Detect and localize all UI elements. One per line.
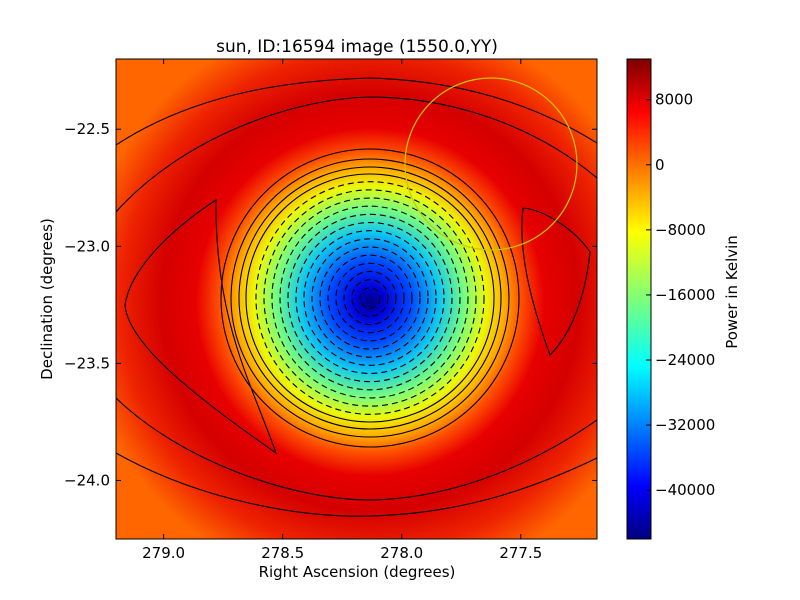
colorbar-label: Power in Kelvin — [723, 235, 741, 349]
negative-contour-ring — [319, 246, 421, 350]
contour-bottom-arc — [116, 397, 597, 501]
colorbar — [626, 58, 652, 540]
negative-contours — [255, 181, 485, 415]
negative-contour-ring — [279, 205, 461, 391]
contour-outer-top — [116, 77, 597, 146]
contour-left-lobe — [124, 198, 278, 455]
negative-contour-ring — [327, 254, 413, 342]
negative-contour-ring — [335, 262, 405, 334]
x-tick-label: 277.5 — [499, 544, 542, 562]
negative-contour-ring — [351, 279, 389, 317]
y-tick-label: −22.5 — [64, 120, 110, 138]
negative-contour-ring — [295, 221, 445, 375]
colorbar-ticks: 8000 0 −8000 −16000 −24000 −32000 −40000 — [646, 91, 715, 499]
contour-top-arc — [116, 96, 597, 213]
y-tick-label: −23.5 — [64, 354, 110, 372]
negative-contour-ring — [303, 230, 437, 366]
negative-contour-ring — [287, 213, 453, 383]
y-tick-label: −24.0 — [64, 471, 110, 489]
contour-ring-1 — [220, 148, 520, 448]
colorbar-tick-label: −24000 — [655, 351, 715, 369]
x-tick-label: 279.0 — [142, 544, 185, 562]
contour-ring-4 — [245, 173, 495, 423]
contour-ring-2 — [230, 158, 510, 438]
y-tick-label: −23.0 — [64, 237, 110, 255]
contour-lines — [116, 77, 597, 517]
colorbar-tick-label: 0 — [655, 156, 665, 174]
chart-title: sun, ID:16594 image (1550.0,YY) — [216, 37, 498, 57]
heatmap-image — [116, 59, 597, 539]
x-axis: 279.0 278.5 278.0 277.5 — [142, 59, 542, 562]
plot-frame — [115, 58, 598, 540]
negative-contour-ring — [359, 287, 381, 309]
x-axis-label: Right Ascension (degrees) — [259, 563, 456, 581]
y-axis-label: Declination (degrees) — [38, 218, 56, 380]
colorbar-tick-label: −40000 — [655, 481, 715, 499]
x-tick-label: 278.0 — [380, 544, 423, 562]
contour-ring-3 — [238, 166, 502, 430]
negative-contour-ring — [343, 270, 397, 326]
negative-contour-ring — [271, 197, 469, 399]
y-axis: −22.5 −23.0 −23.5 −24.0 — [64, 120, 597, 489]
x-tick-label: 278.5 — [261, 544, 304, 562]
colorbar-tick-label: −16000 — [655, 286, 715, 304]
negative-contour-ring — [255, 181, 485, 415]
negative-contour-ring — [263, 189, 477, 407]
negative-contour-ring — [311, 238, 429, 358]
heatmap-area — [116, 59, 597, 539]
colorbar-tick-label: −32000 — [655, 416, 715, 434]
beam-circle — [404, 77, 578, 251]
colorbar-tick-label: 8000 — [655, 91, 693, 109]
contour-right-lobe — [521, 207, 591, 357]
colorbar-tick-label: −8000 — [655, 221, 706, 239]
contour-outer-bottom — [116, 452, 597, 517]
